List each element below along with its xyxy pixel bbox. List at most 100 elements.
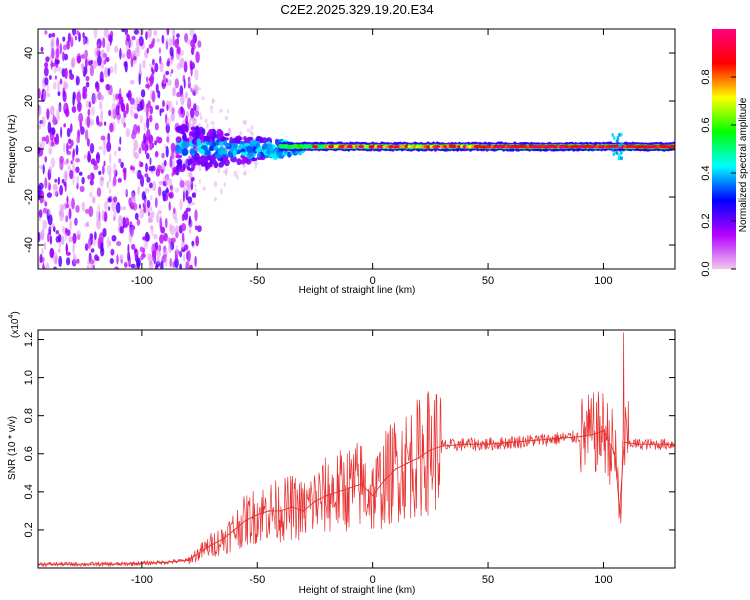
spectrogram-cell-522 — [130, 56, 133, 68]
spectrogram-cell-1109 — [175, 136, 182, 144]
spectrogram-cell-80 — [165, 70, 170, 76]
spectrogram-cell-340 — [50, 62, 56, 67]
spectrogram-cell-468 — [100, 49, 105, 59]
spectrogram-cell-1263 — [213, 146, 219, 151]
spectrogram-cell-914 — [195, 111, 199, 118]
spectrogram-cell-656 — [106, 141, 112, 153]
spectrogram-cell-511 — [174, 187, 180, 193]
spectrogram-cell-1902 — [346, 145, 353, 149]
spectrogram-cell-768 — [145, 162, 148, 173]
spectrogram-cell-476 — [63, 142, 66, 153]
spectrogram-cell-732 — [68, 69, 73, 75]
spectrogram-cell-687 — [175, 100, 178, 106]
spectrogram-cell-777 — [42, 164, 45, 175]
spectrogram-cell-1352 — [256, 141, 260, 148]
spectrogram-cell-210 — [66, 257, 71, 266]
spectrogram-cell-842 — [175, 245, 179, 256]
spectrogram-cell-563 — [71, 197, 75, 210]
spectrogram-cell-421 — [117, 178, 122, 183]
spectrogram-cell-356 — [158, 47, 161, 54]
spectrogram-x-ticks: -100 -50 0 50 100 — [131, 29, 613, 287]
spectrogram-cell-243 — [125, 103, 129, 114]
spectrogram-cell-787 — [57, 91, 61, 97]
spectrogram-cell-883 — [61, 225, 66, 233]
spectrogram-cell-294 — [82, 90, 86, 100]
spectrogram-cell-925 — [204, 118, 208, 123]
spectrogram-cell-824 — [96, 187, 102, 198]
spectrogram-cell-330 — [169, 55, 174, 65]
spectrogram-cell-935 — [222, 170, 226, 174]
spectrogram-cell-680 — [164, 255, 168, 268]
spectrogram-cell-578 — [119, 226, 123, 234]
spectrogram-cell-866 — [134, 48, 139, 58]
spectrogram-cell-393 — [176, 33, 180, 38]
spectrogram-cell-931 — [198, 178, 201, 184]
spectrogram-cell-734 — [149, 182, 153, 189]
snr-panel: -100 -50 0 50 100 0.2 0.4 0.6 0.8 1.0 1.2 Height … — [7, 311, 676, 596]
spectrogram-cell-238 — [50, 157, 56, 168]
spectrogram-cell-1910 — [512, 145, 519, 149]
spectrogram-cell-464 — [140, 255, 144, 261]
spectrogram-cell-325 — [89, 118, 94, 126]
spectrogram-cell-1326 — [224, 133, 230, 137]
spectrogram-cell-942 — [210, 110, 213, 114]
spectrogram-cell-1331 — [250, 139, 258, 146]
spectrogram-cell-765 — [76, 230, 81, 240]
spectrogram-cell-805 — [165, 37, 169, 50]
spectrogram-cell-874 — [129, 105, 134, 117]
spectrogram-cell-1040 — [175, 154, 183, 159]
spectrogram-cell-1322 — [175, 126, 181, 132]
spectrogram-cell-631 — [155, 105, 160, 110]
spectrogram-cell-639 — [180, 241, 185, 250]
spectrogram-cell-567 — [151, 90, 156, 103]
spectrogram-cell-31 — [154, 140, 157, 146]
spectrogram-cell-265 — [152, 37, 156, 45]
spectrogram-cell-342 — [159, 61, 164, 73]
spectrogram-cell-516 — [119, 48, 122, 60]
spectrogram-cell-254 — [185, 190, 189, 201]
spectrogram-cell-1283 — [259, 137, 264, 144]
spectrogram-cell-973 — [201, 96, 205, 101]
spectrogram-cell-1232 — [201, 128, 206, 136]
spectrogram-cell-926 — [202, 186, 206, 191]
spectrogram-cell-1905 — [388, 145, 395, 149]
spectrogram-cell-941 — [187, 203, 191, 207]
spectrogram-cell-880 — [188, 118, 192, 130]
spectrogram-cell-1347 — [215, 153, 222, 159]
spectrogram-cell-318 — [194, 209, 198, 222]
spectrogram-cell-413 — [180, 223, 187, 232]
spectrogram-cell-673 — [109, 152, 112, 165]
spectrogram-cell-891 — [147, 29, 152, 39]
spectrogram-cell-869 — [139, 246, 144, 253]
spectrogram-cell-588 — [100, 135, 106, 141]
spectrogram-cell-384 — [152, 58, 155, 66]
spectrogram-cell-176 — [131, 35, 136, 41]
spectrogram-cell-924 — [254, 162, 258, 170]
spectrogram-cell-794 — [108, 35, 113, 43]
spectrogram-cell-1901 — [328, 145, 335, 149]
spectrogram-cell-1288 — [261, 143, 269, 151]
spectrogram-cell-788 — [138, 73, 141, 85]
figure-title: C2E2.2025.329.19.20.E34 — [280, 2, 433, 17]
spectrogram-cell-402 — [75, 144, 79, 156]
snr-point-9 — [244, 519, 247, 522]
spectrogram-cell-446 — [114, 150, 117, 157]
snr-y-multiplier-exp: 4 — [8, 315, 15, 319]
spectrogram-cell-398 — [57, 176, 60, 185]
spectrogram-cell-1246 — [244, 142, 250, 147]
spectrogram-cell-710 — [100, 177, 105, 181]
spectrogram-cell-608 — [103, 29, 109, 38]
spectrogram-cell-798 — [68, 145, 72, 149]
spectrogram-cell-625 — [91, 173, 95, 180]
spectrogram-cell-950 — [243, 119, 247, 126]
spectrogram-cell-1350 — [181, 131, 186, 135]
spectrogram-cell-127 — [153, 233, 158, 240]
spectrogram-cell-896 — [144, 105, 148, 113]
spectrogram-cell-179 — [187, 196, 193, 204]
spectrogram-cell-169 — [54, 178, 58, 183]
colorbar-tick-label-4: 0.8 — [700, 69, 712, 84]
spectrogram-cell-346 — [78, 171, 83, 176]
spectrogram-y-tick-label-3: 20 — [23, 95, 35, 107]
spectrogram-cell-1360 — [269, 153, 276, 158]
spectrogram-cell-1906 — [434, 145, 441, 149]
